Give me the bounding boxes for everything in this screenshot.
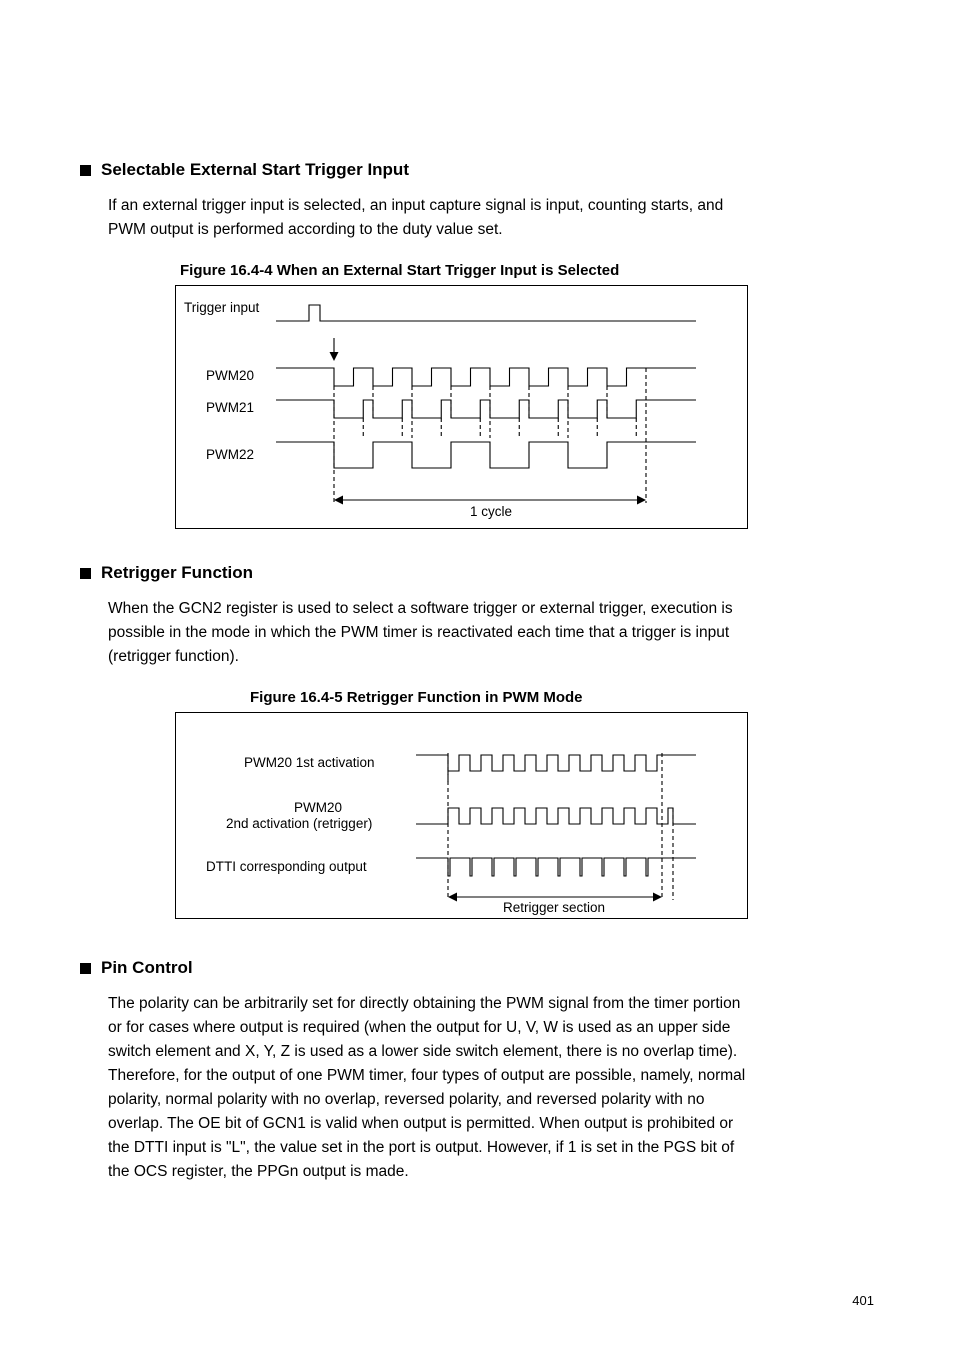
diagram-box-1: Trigger input PWM20 PWM21 PWM22 1 cycle <box>175 285 748 529</box>
label-pwm22-a: PWM22 <box>206 447 254 462</box>
label-trigger: Trigger input <box>184 300 260 315</box>
bullet-square-icon <box>80 165 91 176</box>
arrow-left-head-icon <box>448 893 457 902</box>
heading-retrigger: Retrigger Function <box>80 563 875 583</box>
bullet-square-icon <box>80 568 91 579</box>
heading-text-2: Retrigger Function <box>101 563 253 582</box>
section-retrigger: Retrigger Function When the GCN2 registe… <box>80 563 875 919</box>
arrow-right-head-icon <box>653 893 662 902</box>
heading-text-3: Pin Control <box>101 958 193 977</box>
pwm20-2nd-waveform <box>416 808 696 824</box>
para-3-line-2: switch element and X, Y, Z is used as a … <box>108 1043 737 1060</box>
section-ext-trigger: Selectable External Start Trigger Input … <box>80 160 875 529</box>
label-dtti: DTTI corresponding output <box>206 859 367 874</box>
section-pin-control: Pin Control The polarity can be arbitrar… <box>80 958 875 1184</box>
pwm20-waveform <box>276 368 696 386</box>
label-pwm20-2nd-b: 2nd activation (retrigger) <box>226 816 372 831</box>
para-3-line-3: Therefore, for the output of one PWM tim… <box>108 1067 745 1084</box>
para-3-line-4: polarity, normal polarity with no overla… <box>108 1091 704 1108</box>
label-pwm21-a: PWM21 <box>206 400 254 415</box>
para-3-line-0: The polarity can be arbitrarily set for … <box>108 995 740 1012</box>
bullet-square-icon <box>80 963 91 974</box>
arrow-left-head-icon <box>334 496 343 505</box>
trigger-waveform <box>276 305 696 321</box>
para-3-line-5: overlap. The OE bit of GCN1 is valid whe… <box>108 1115 733 1132</box>
heading-pin-control: Pin Control <box>80 958 875 978</box>
timing-diagram-2: PWM20 1st activation PWM20 2nd activatio… <box>176 713 747 918</box>
para-3-line-7: the OCS register, the PPGn output is mad… <box>108 1163 409 1180</box>
fig-caption-2: Figure 16.4-5 Retrigger Function in PWM … <box>250 689 875 706</box>
timing-diagram-1: Trigger input PWM20 PWM21 PWM22 1 cycle <box>176 286 747 528</box>
label-pwm20-2nd-a: PWM20 <box>294 800 342 815</box>
arrow-down-head-icon <box>330 352 339 361</box>
pwm21-waveform <box>276 400 696 418</box>
label-pwm20-a: PWM20 <box>206 368 254 383</box>
arrow-right-head-icon <box>637 496 646 505</box>
para-3: The polarity can be arbitrarily set for … <box>108 992 875 1184</box>
para-3-line-6: the DTTI input is "L", the value set in … <box>108 1139 734 1156</box>
page-number: 401 <box>852 1293 874 1308</box>
diagram-box-2: PWM20 1st activation PWM20 2nd activatio… <box>175 712 748 919</box>
dtti-waveform <box>416 858 696 876</box>
para-1: If an external trigger input is selected… <box>108 194 875 242</box>
para-1-line-1: PWM output is performed according to the… <box>108 221 503 238</box>
para-3-line-1: or for cases where output is required (w… <box>108 1019 730 1036</box>
page: Selectable External Start Trigger Input … <box>0 0 954 1350</box>
label-pwm20-1st: PWM20 1st activation <box>244 755 375 770</box>
para-2: When the GCN2 register is used to select… <box>108 597 875 669</box>
heading-text-1: Selectable External Start Trigger Input <box>101 160 409 179</box>
fig-caption-1: Figure 16.4-4 When an External Start Tri… <box>180 262 875 279</box>
para-1-line-0: If an external trigger input is selected… <box>108 197 723 214</box>
label-retrigger-section: Retrigger section <box>503 900 605 915</box>
para-2-line-0: When the GCN2 register is used to select… <box>108 600 733 617</box>
para-2-line-2: (retrigger function). <box>108 648 239 665</box>
para-2-line-1: possible in the mode in which the PWM ti… <box>108 624 729 641</box>
heading-ext-trigger: Selectable External Start Trigger Input <box>80 160 875 180</box>
pwm22-waveform <box>276 442 696 468</box>
pwm20-1st-waveform <box>416 755 696 771</box>
label-cycle: 1 cycle <box>470 504 512 519</box>
